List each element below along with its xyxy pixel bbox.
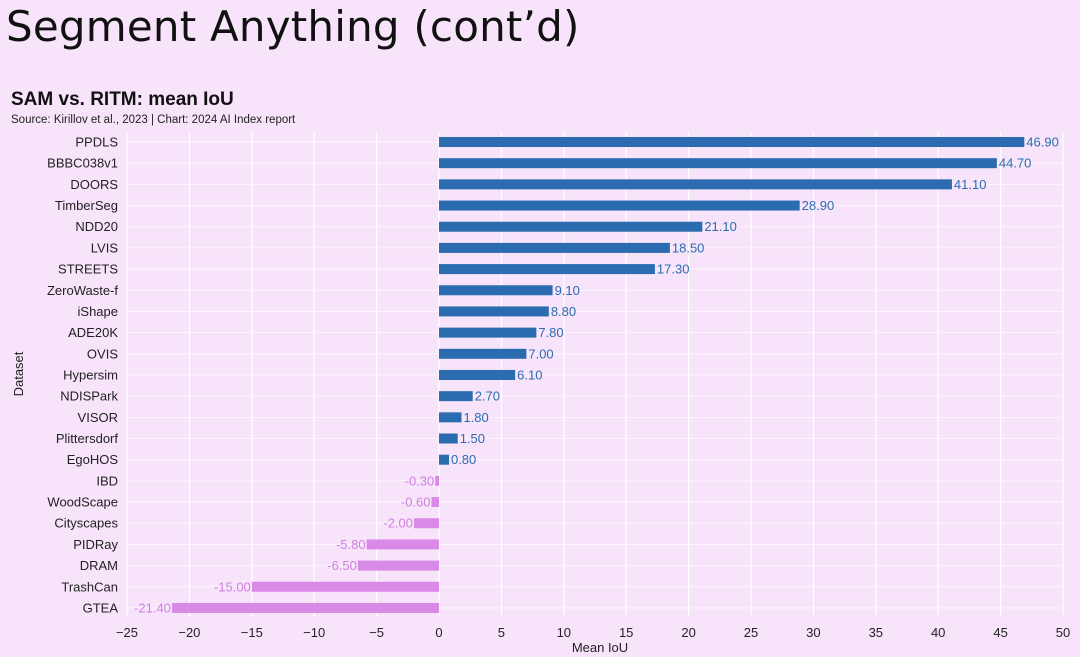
category-label: WoodScape <box>47 495 118 510</box>
category-label: TrashCan <box>61 579 118 594</box>
chart-title: SAM vs. RITM: mean IoU <box>11 89 234 110</box>
bar <box>439 200 800 211</box>
x-tick-label: 35 <box>869 625 883 640</box>
bar <box>439 221 703 232</box>
data-label: 1.80 <box>463 410 488 425</box>
x-tick-label: 20 <box>681 625 695 640</box>
bar <box>439 242 670 253</box>
data-label: -0.60 <box>401 495 431 510</box>
bar <box>439 264 655 275</box>
x-tick-label: 15 <box>619 625 633 640</box>
data-label: 41.10 <box>954 177 987 192</box>
bar <box>439 348 527 359</box>
category-label: DRAM <box>80 558 118 573</box>
data-label: -5.80 <box>336 537 366 552</box>
category-label: BBBC038v1 <box>47 156 118 171</box>
bar <box>435 475 439 486</box>
category-label: LVIS <box>91 240 119 255</box>
bar <box>439 137 1025 147</box>
x-tick-label: 25 <box>744 625 758 640</box>
data-label: 6.10 <box>517 367 542 382</box>
x-tick-label: −15 <box>241 625 263 640</box>
category-label: PIDRay <box>73 537 118 552</box>
x-tick-label: 5 <box>498 625 505 640</box>
category-label: TimberSeg <box>55 198 118 213</box>
x-tick-label: 40 <box>931 625 945 640</box>
bar <box>439 454 449 465</box>
y-axis-label: Dataset <box>11 351 26 396</box>
category-label: NDISPark <box>60 389 118 404</box>
data-label: 18.50 <box>672 240 705 255</box>
data-label: 7.80 <box>538 325 563 340</box>
bar <box>171 602 440 613</box>
data-label: 1.50 <box>460 431 485 446</box>
data-label: 0.80 <box>451 452 476 467</box>
chart-source: Source: Kirillov et al., 2023 | Chart: 2… <box>11 114 296 126</box>
data-label: -6.50 <box>327 558 357 573</box>
category-label: DOORS <box>70 177 118 192</box>
x-tick-label: 50 <box>1056 625 1070 640</box>
data-label: -0.30 <box>405 473 435 488</box>
category-label: Cityscapes <box>54 516 118 531</box>
category-label: Plittersdorf <box>56 431 119 446</box>
x-tick-label: −10 <box>303 625 325 640</box>
data-label: -2.00 <box>383 516 413 531</box>
x-tick-label: 10 <box>557 625 571 640</box>
bar <box>439 179 952 190</box>
data-label: 21.10 <box>704 219 737 234</box>
bar <box>251 581 439 592</box>
bar <box>431 497 439 508</box>
data-label: 8.80 <box>551 304 576 319</box>
bar <box>414 518 439 529</box>
data-label: 46.90 <box>1026 135 1059 150</box>
data-label: 7.00 <box>528 346 553 361</box>
data-label: -15.00 <box>214 579 251 594</box>
category-label: ZeroWaste-f <box>47 283 118 298</box>
category-label: Hypersim <box>63 367 118 382</box>
data-label: -21.40 <box>134 600 171 615</box>
category-label: STREETS <box>58 262 118 277</box>
data-label: 44.70 <box>999 156 1032 171</box>
data-label: 17.30 <box>657 262 690 277</box>
x-tick-label: −20 <box>178 625 200 640</box>
category-label: VISOR <box>78 410 118 425</box>
category-label: PPDLS <box>75 135 118 150</box>
bar <box>439 433 458 444</box>
category-label: iShape <box>78 304 118 319</box>
bar-layer <box>171 137 1025 613</box>
x-tick-label: −5 <box>369 625 384 640</box>
category-label: OVIS <box>87 346 118 361</box>
bar <box>357 560 439 571</box>
x-axis-label: Mean IoU <box>572 640 628 655</box>
bar <box>439 327 537 338</box>
bar <box>439 306 549 317</box>
x-tick-label: 30 <box>806 625 820 640</box>
x-tick-label: 0 <box>435 625 442 640</box>
category-label: EgoHOS <box>67 452 119 467</box>
category-label: IBD <box>96 473 118 488</box>
data-label: 9.10 <box>555 283 580 298</box>
bar <box>439 369 516 380</box>
label-layer: PPDLS 46.90 BBBC038v1 44.70 DOORS 41.10 Timber… <box>47 135 1059 616</box>
slide-title: Segment Anything (cont’d) <box>6 2 580 51</box>
data-label: 2.70 <box>475 389 500 404</box>
bar <box>366 539 439 550</box>
bar <box>439 391 473 402</box>
bar <box>439 158 997 169</box>
category-label: NDD20 <box>75 219 118 234</box>
category-label: GTEA <box>83 600 119 615</box>
x-tick-label: 45 <box>993 625 1007 640</box>
x-tick-label: −25 <box>116 625 138 640</box>
category-label: ADE20K <box>68 325 118 340</box>
bar <box>439 412 462 423</box>
data-label: 28.90 <box>802 198 835 213</box>
bar <box>439 285 553 296</box>
